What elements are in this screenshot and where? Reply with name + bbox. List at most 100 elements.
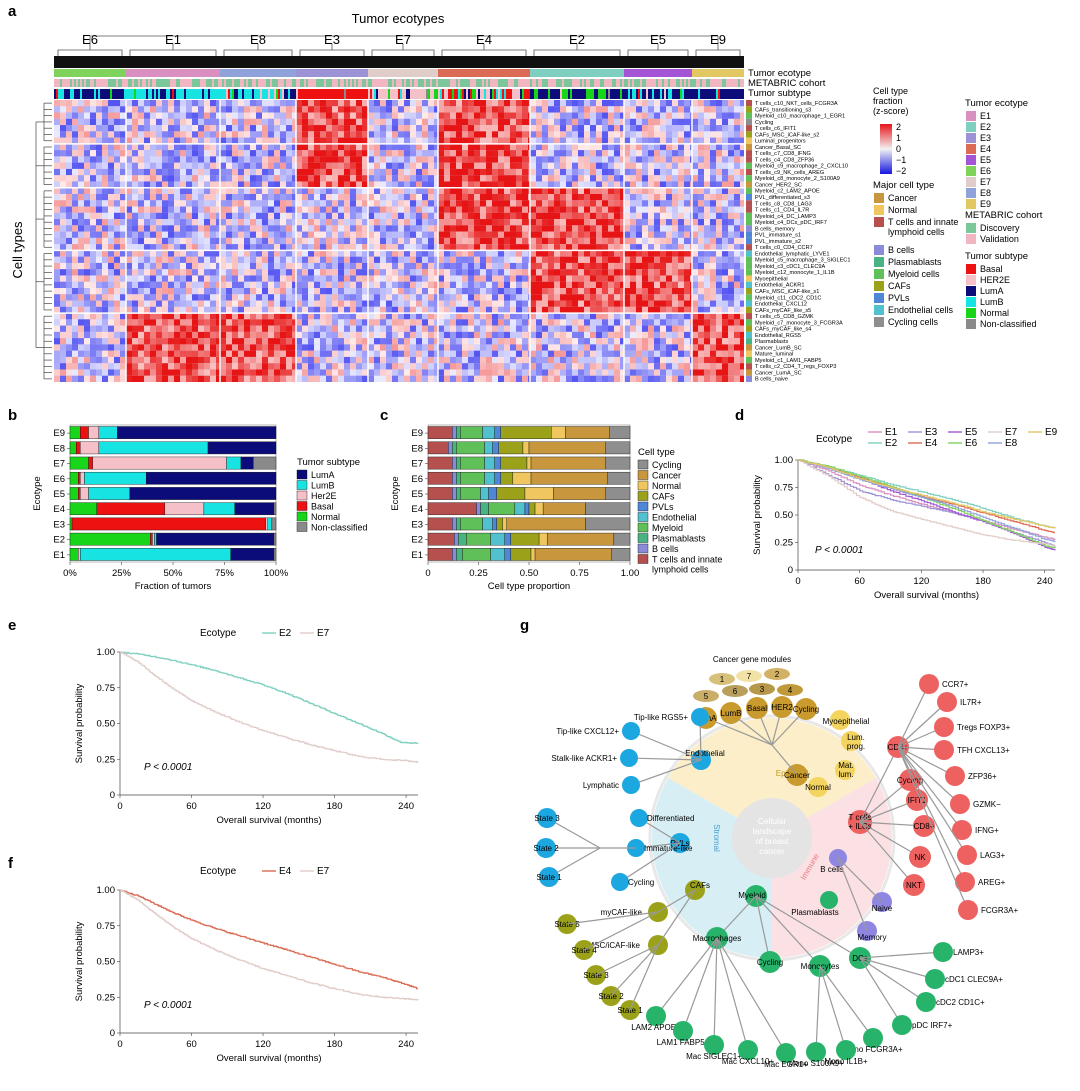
heatmap-annotation-label: Tumor subtype <box>748 88 811 99</box>
heatmap-cell <box>584 206 590 213</box>
heatmap-cell <box>522 262 528 270</box>
heatmap-cell <box>54 106 60 113</box>
annotation-ecotype-bar <box>692 69 744 77</box>
heatmap-cell <box>462 244 468 251</box>
heatmap-cell <box>398 275 404 282</box>
heatmap-cell <box>192 281 198 288</box>
heatmap-cell <box>362 100 368 107</box>
heatmap-cell <box>356 175 362 182</box>
annotation-cohort-cell <box>260 79 262 87</box>
heatmap-cell <box>60 100 66 107</box>
annotation-subtype-cell <box>284 89 286 99</box>
heatmap-cell <box>368 313 374 320</box>
heatmap-cell <box>386 262 392 270</box>
heatmap-cell <box>286 162 292 169</box>
annotation-cohort-cell <box>272 79 274 87</box>
heatmap-cell <box>204 262 210 270</box>
annotation-cohort-cell <box>548 79 550 87</box>
heatmap-cell <box>666 256 672 263</box>
heatmap-cell <box>480 206 486 213</box>
heatmap-cell <box>548 262 554 270</box>
heatmap-cell <box>374 194 380 201</box>
heatmap-cell <box>438 162 444 169</box>
heatmap-cell <box>666 112 672 119</box>
heatmap-cell <box>510 294 516 301</box>
heatmap-cell <box>338 313 344 320</box>
heatmap-cell <box>292 200 296 207</box>
heatmap-cell <box>250 269 256 276</box>
heatmap-cell <box>292 219 296 226</box>
heatmap-cell <box>114 306 120 314</box>
heatmap-cell <box>566 219 572 226</box>
heatmap-cell <box>692 288 698 295</box>
heatmap-cell <box>54 187 60 194</box>
heatmap-cell <box>636 313 642 320</box>
heatmap-cell <box>344 313 350 320</box>
heatmap-cell <box>642 206 648 213</box>
heatmap-cell <box>492 256 498 263</box>
annotation-cohort-cell <box>194 79 196 87</box>
heatmap-cell <box>522 150 528 157</box>
heatmap-cell <box>274 194 280 201</box>
heatmap-cell <box>162 137 168 144</box>
heatmap-cell <box>608 118 614 126</box>
heatmap-cell <box>392 156 398 163</box>
heatmap-cell <box>156 175 162 182</box>
heatmap-cell <box>102 306 108 314</box>
heatmap-cell <box>456 100 462 107</box>
heatmap-cell <box>428 175 434 182</box>
heatmap-cell <box>244 300 250 307</box>
annotation-cohort-cell <box>106 79 108 87</box>
heatmap-cell <box>204 181 210 188</box>
heatmap-cell <box>542 237 548 245</box>
heatmap-cell <box>286 175 292 182</box>
heatmap-cell <box>66 313 72 320</box>
heatmap-cell <box>614 156 620 163</box>
heatmap-cell <box>302 162 308 169</box>
heatmap-cell <box>292 212 296 220</box>
heatmap-cell <box>362 313 368 320</box>
heatmap-cell <box>602 118 608 126</box>
heatmap-cell <box>286 300 292 307</box>
annotation-subtype-cell <box>170 89 172 99</box>
heatmap-cell <box>728 194 734 201</box>
heatmap-cell <box>362 250 368 257</box>
heatmap-cell <box>474 162 480 169</box>
heatmap-cell <box>468 118 474 126</box>
heatmap-cell <box>404 225 410 232</box>
heatmap-cell <box>216 181 220 188</box>
annotation-ecotype-bar <box>368 69 438 77</box>
heatmap-cell <box>192 319 198 326</box>
heatmap-cell <box>698 125 704 132</box>
heatmap-cell <box>614 143 620 151</box>
heatmap-cell <box>678 306 684 314</box>
heatmap-cell <box>630 106 636 113</box>
heatmap-cell <box>216 319 220 326</box>
heatmap-cell <box>692 100 698 107</box>
heatmap-cell <box>162 319 168 326</box>
heatmap-cell <box>602 212 608 220</box>
heatmap-cell <box>344 306 350 314</box>
heatmap-cell <box>522 200 528 207</box>
heatmap-cell <box>274 112 280 119</box>
heatmap-cell <box>684 225 690 232</box>
heatmap-cell <box>528 187 530 194</box>
heatmap-cell <box>344 294 350 301</box>
heatmap-cell <box>734 181 740 188</box>
heatmap-cell <box>516 231 522 238</box>
heatmap-cell <box>96 294 102 301</box>
heatmap-column-dendrogram <box>54 35 744 68</box>
heatmap-cell <box>630 162 636 169</box>
heatmap-cell <box>642 137 648 144</box>
annotation-subtype-cell <box>510 89 512 99</box>
heatmap-cell <box>722 250 728 257</box>
heatmap-cell <box>516 225 522 232</box>
heatmap-cell <box>210 225 216 232</box>
heatmap-cell <box>350 288 356 295</box>
heatmap-cell <box>444 162 450 169</box>
heatmap-cell <box>438 225 444 232</box>
heatmap-cell <box>740 300 744 307</box>
heatmap-cell <box>536 269 542 276</box>
heatmap-cell <box>120 100 126 107</box>
heatmap-cell <box>456 306 462 314</box>
